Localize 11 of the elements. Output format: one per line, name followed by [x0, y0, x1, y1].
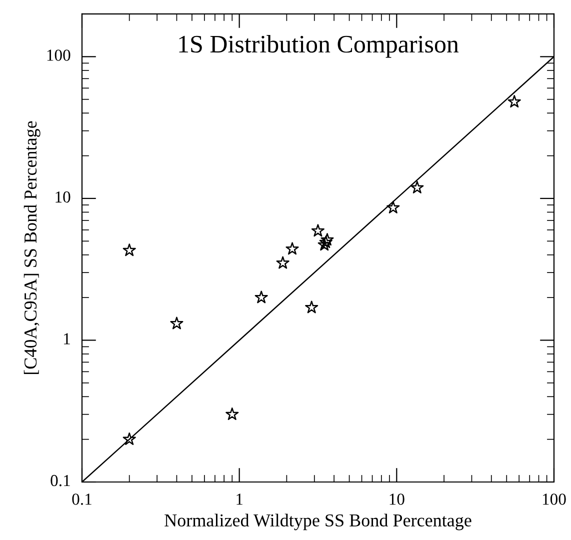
text: 1S Distribution Comparison: [179, 35, 459, 58]
x-tick-label: 10: [390, 494, 404, 505]
x-axis-title: Normalized Wildtype SS Bond Percentage: [164, 514, 472, 530]
x-tick-label: 1: [236, 494, 242, 505]
y-axis-title: [C40A,C95A] SS Bond Percentage: [24, 121, 40, 374]
y-tick-label: 0.1: [50, 474, 70, 486]
x-tick-label: 0.1: [72, 494, 92, 505]
y-tick-label: 10: [56, 191, 70, 203]
y-tick-label: 1: [64, 333, 70, 344]
y-tick-label: 100: [47, 50, 70, 61]
x-tick-label: 100: [542, 494, 566, 505]
